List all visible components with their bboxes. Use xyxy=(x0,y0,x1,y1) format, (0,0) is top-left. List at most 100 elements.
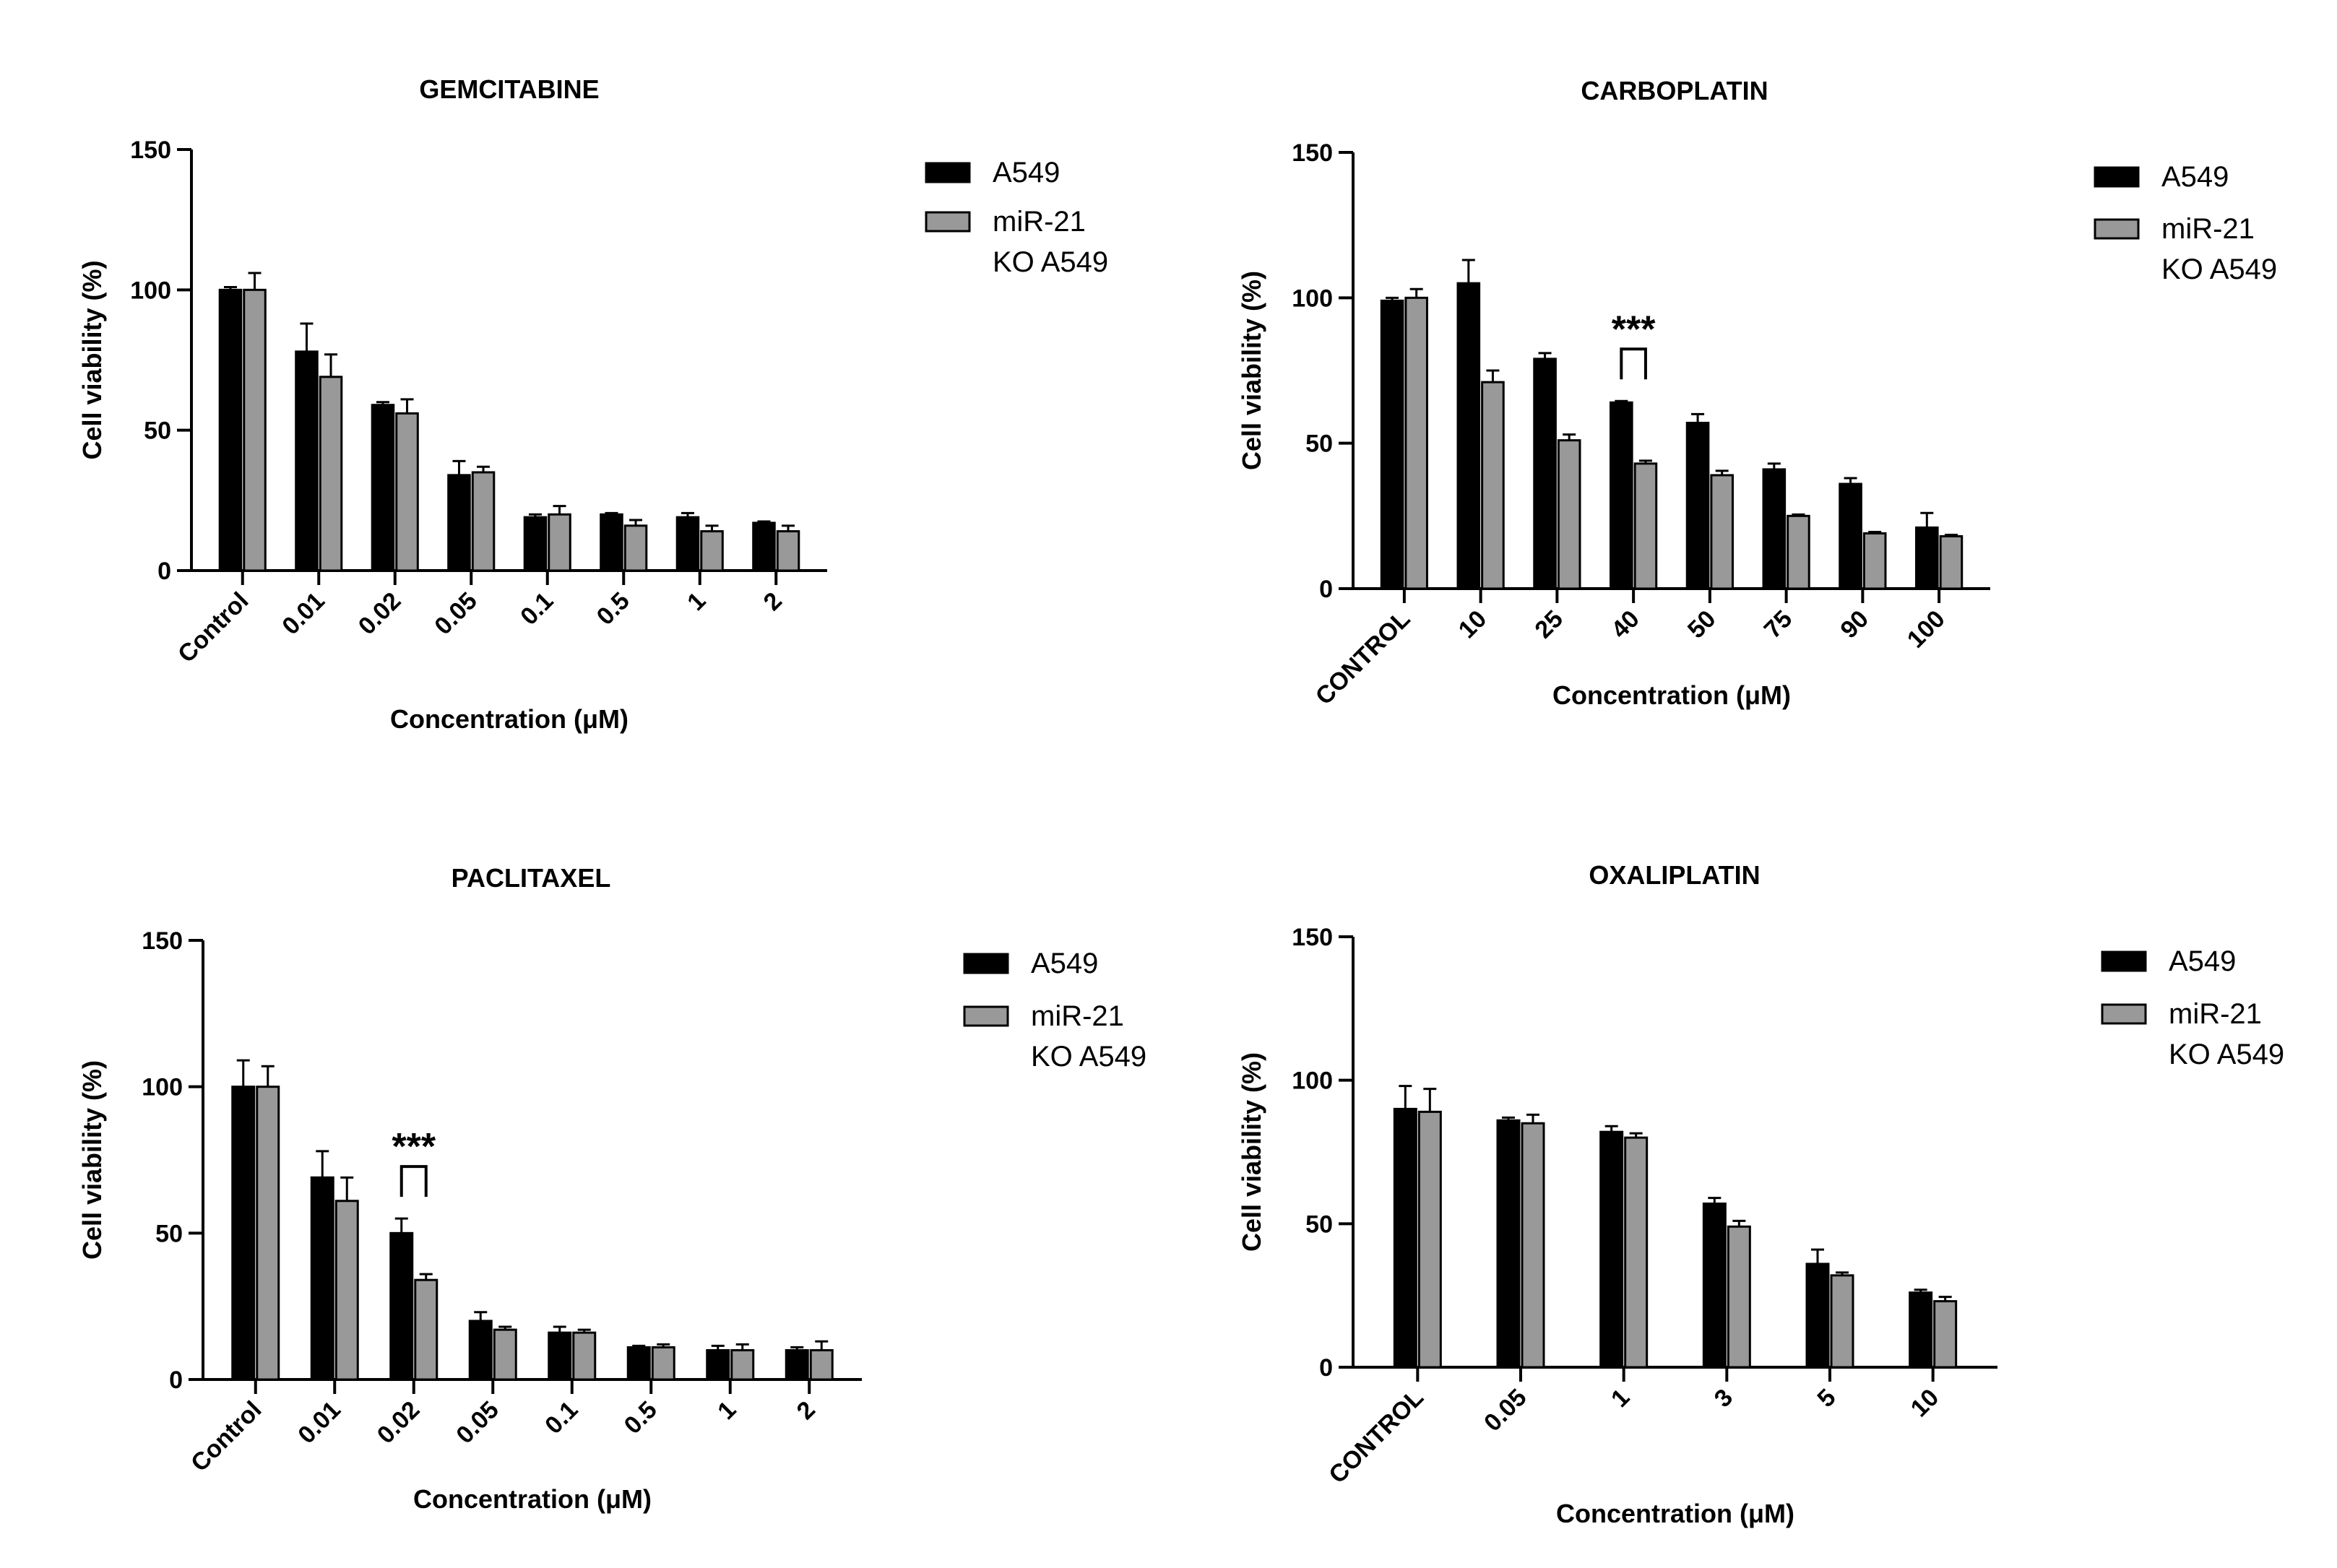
legend-label-mir21-ko: miR-21 KO A549 xyxy=(2161,213,2277,285)
x-tick-label: 5 xyxy=(1812,1384,1841,1413)
x-tick-label: 10 xyxy=(1453,605,1493,644)
bar-mir21-ko xyxy=(1404,296,1428,590)
y-tick-label: 150 xyxy=(142,927,183,955)
x-tick-label: 1 xyxy=(682,587,711,616)
bar-mir21-ko xyxy=(1624,1136,1649,1369)
legend-label-a549: A549 xyxy=(993,157,1060,189)
x-tick-label: 0.02 xyxy=(372,1396,426,1450)
x-axis-label: Concentration (μM) xyxy=(413,1484,652,1514)
bar-a549 xyxy=(1702,1203,1727,1369)
x-tick-label: 25 xyxy=(1529,605,1568,644)
x-tick-label: 1 xyxy=(1606,1384,1635,1413)
bar-mir21-ko xyxy=(651,1346,675,1381)
legend: A549 miR-21 KO A549 xyxy=(963,948,1146,1073)
x-tick-label: 75 xyxy=(1759,605,1798,644)
x-tick-label: 0.1 xyxy=(515,587,558,631)
significance-bracket xyxy=(1620,347,1647,380)
bar-a549 xyxy=(626,1346,651,1381)
legend-swatch-mir21-ko xyxy=(2094,218,2140,240)
bar-a549 xyxy=(1610,401,1633,590)
x-tick-label: Control xyxy=(186,1396,267,1477)
bar-a549 xyxy=(1496,1119,1521,1369)
bar-mir21-ko xyxy=(1862,532,1887,590)
bar-a549 xyxy=(1915,526,1939,590)
y-tick-label: 50 xyxy=(1305,1210,1333,1238)
bar-a549 xyxy=(1909,1291,1933,1369)
bar-a549 xyxy=(675,516,700,572)
bar-mir21-ko xyxy=(493,1328,517,1381)
bar-mir21-ko xyxy=(256,1086,280,1381)
bar-mir21-ko xyxy=(1521,1122,1545,1369)
bar-mir21-ko xyxy=(572,1331,597,1381)
legend-label-a549: A549 xyxy=(2161,161,2229,193)
y-tick-label: 50 xyxy=(144,417,171,445)
x-tick-label: 0.5 xyxy=(619,1396,662,1439)
chart-gemcitabine: GEMCITABINE 0 50 100 150 Cell viability (%) Co… xyxy=(77,74,1108,734)
chart-title: CARBOPLATIN xyxy=(1581,76,1768,105)
bar-mir21-ko xyxy=(414,1278,439,1381)
legend: A549 miR-21 KO A549 xyxy=(925,157,1108,278)
y-tick-label: 50 xyxy=(1305,430,1333,458)
chart-title: OXALIPLATIN xyxy=(1589,860,1760,890)
y-tick-label: 150 xyxy=(1292,924,1333,951)
x-tick-label: 90 xyxy=(1835,605,1874,644)
legend-swatch-a549 xyxy=(2101,950,2147,972)
y-tick-label: 50 xyxy=(155,1220,183,1247)
bar-a549 xyxy=(1393,1107,1417,1369)
bar-a549 xyxy=(1380,299,1404,590)
legend-label-line: miR-21 xyxy=(2161,213,2255,245)
bar-a549 xyxy=(1599,1130,1624,1369)
x-tick-label: 100 xyxy=(1902,605,1951,654)
bar-mir21-ko xyxy=(1710,474,1734,590)
bar-a549 xyxy=(468,1320,493,1381)
x-tick-label: 2 xyxy=(759,587,787,616)
bar-a549 xyxy=(706,1348,730,1381)
legend-swatch-a549 xyxy=(963,953,1009,974)
chart-oxaliplatin: OXALIPLATIN 0 50 100 150 Cell viability (%) CO… xyxy=(1237,860,2284,1528)
bar-a549 xyxy=(295,350,319,572)
x-axis-label: Concentration (μM) xyxy=(390,704,628,734)
x-tick-label: 10 xyxy=(1906,1384,1945,1423)
legend-label-mir21-ko: miR-21 KO A549 xyxy=(1031,1000,1146,1073)
bar-mir21-ko xyxy=(1481,381,1505,590)
legend-swatch-mir21-ko xyxy=(925,211,971,233)
x-tick-label: 0.02 xyxy=(353,587,407,641)
legend: A549 miR-21 KO A549 xyxy=(2101,945,2284,1070)
bar-mir21-ko xyxy=(319,376,343,572)
legend-label-a549: A549 xyxy=(1031,948,1098,979)
y-tick-label: 0 xyxy=(1319,576,1333,603)
y-axis-label: Cell viability (%) xyxy=(77,1060,107,1260)
bar-a549 xyxy=(600,513,623,572)
y-axis-label: Cell viability (%) xyxy=(77,260,107,459)
bar-a549 xyxy=(548,1331,572,1381)
legend-label-line: KO A549 xyxy=(2161,254,2277,285)
legend-label-line: miR-21 xyxy=(993,206,1086,238)
bar-mir21-ko xyxy=(1830,1274,1854,1369)
bar-mir21-ko xyxy=(1727,1225,1751,1369)
bar-mir21-ko xyxy=(243,288,267,572)
legend-swatch-a549 xyxy=(2094,166,2140,188)
x-tick-label: 0.05 xyxy=(429,587,483,641)
bar-a549 xyxy=(1456,282,1481,590)
legend-label-line: KO A549 xyxy=(2169,1039,2284,1070)
y-axis-label: Cell viability (%) xyxy=(1237,271,1266,470)
bar-a549 xyxy=(310,1176,334,1381)
legend-label-line: KO A549 xyxy=(1031,1041,1146,1073)
bar-a549 xyxy=(389,1231,414,1381)
x-tick-label: 50 xyxy=(1682,605,1722,644)
bar-a549 xyxy=(1685,421,1710,590)
chart-title: GEMCITABINE xyxy=(419,74,599,104)
bar-a549 xyxy=(1762,468,1787,590)
significance-bracket xyxy=(399,1165,428,1197)
bar-a549 xyxy=(523,516,548,572)
x-tick-label: CONTROL xyxy=(1310,605,1416,711)
y-tick-label: 150 xyxy=(130,137,171,164)
bar-a549 xyxy=(447,474,471,572)
x-tick-label: 1 xyxy=(712,1396,741,1425)
bar-mir21-ko xyxy=(776,530,800,572)
legend-label-line: KO A549 xyxy=(993,246,1108,278)
y-axis-label: Cell viability (%) xyxy=(1237,1052,1266,1252)
chart-paclitaxel: PACLITAXEL 0 50 100 150 Cell viability (%) Con… xyxy=(77,863,1146,1514)
bar-mir21-ko xyxy=(471,471,496,572)
